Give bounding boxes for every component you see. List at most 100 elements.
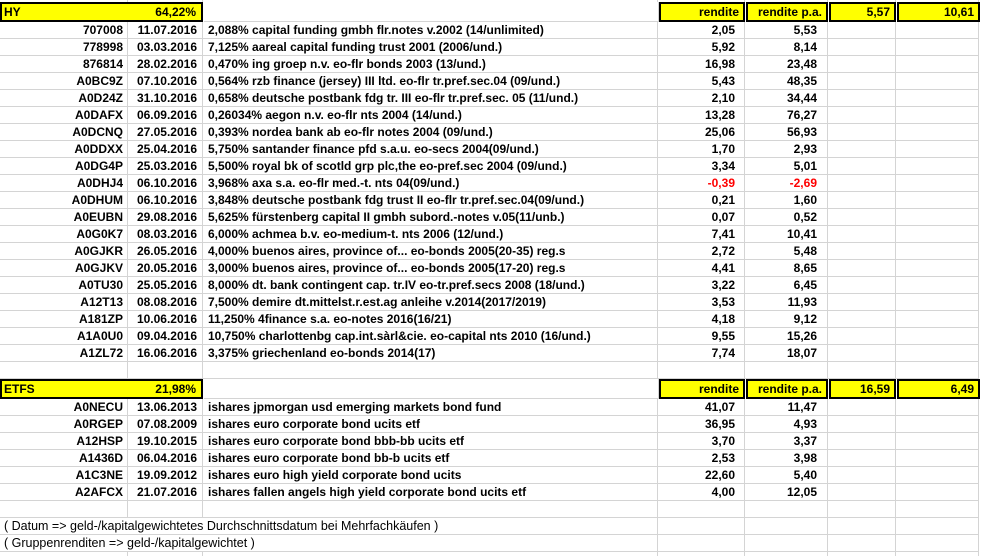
rendite-pa-cell[interactable]: 10,41: [745, 226, 828, 243]
empty-cell[interactable]: [828, 345, 896, 362]
empty-cell[interactable]: [896, 311, 979, 328]
security-name-cell[interactable]: ishares fallen angels high yield corpora…: [203, 484, 658, 501]
date-cell[interactable]: 06.04.2016: [128, 450, 203, 467]
empty-cell[interactable]: [828, 518, 896, 535]
date-cell[interactable]: 25.03.2016: [128, 158, 203, 175]
date-cell[interactable]: 07.10.2016: [128, 73, 203, 90]
wkn-cell[interactable]: A181ZP: [0, 311, 128, 328]
rendite-cell[interactable]: 41,07: [658, 399, 745, 416]
hy-total-rendite-cell[interactable]: 5,57: [829, 2, 896, 22]
rendite-pa-cell[interactable]: 76,27: [745, 107, 828, 124]
empty-cell[interactable]: [896, 141, 979, 158]
wkn-cell[interactable]: A0DAFX: [0, 107, 128, 124]
empty-cell[interactable]: [203, 362, 658, 379]
rendite-cell[interactable]: 13,28: [658, 107, 745, 124]
empty-cell[interactable]: [896, 535, 979, 552]
empty-cell[interactable]: [828, 467, 896, 484]
security-name-cell[interactable]: 3,375% griechenland eo-bonds 2014(17): [203, 345, 658, 362]
empty-cell[interactable]: [658, 518, 745, 535]
empty-cell[interactable]: [896, 433, 979, 450]
security-name-cell[interactable]: 3,000% buenos aires, province of... eo-b…: [203, 260, 658, 277]
date-cell[interactable]: 09.04.2016: [128, 328, 203, 345]
wkn-cell[interactable]: A12T13: [0, 294, 128, 311]
empty-cell[interactable]: [828, 22, 896, 39]
date-cell[interactable]: 08.03.2016: [128, 226, 203, 243]
rendite-pa-cell[interactable]: 6,45: [745, 277, 828, 294]
empty-cell[interactable]: [828, 535, 896, 552]
rendite-cell[interactable]: 2,53: [658, 450, 745, 467]
empty-cell[interactable]: [828, 328, 896, 345]
empty-cell[interactable]: [896, 260, 979, 277]
rendite-pa-cell[interactable]: 15,26: [745, 328, 828, 345]
rendite-pa-cell[interactable]: 1,60: [745, 192, 828, 209]
security-name-cell[interactable]: 0,393% nordea bank ab eo-flr notes 2004 …: [203, 124, 658, 141]
empty-cell[interactable]: [828, 56, 896, 73]
date-cell[interactable]: 06.10.2016: [128, 192, 203, 209]
empty-cell[interactable]: [828, 277, 896, 294]
etfs-section-label-cell[interactable]: ETFS 21,98%: [0, 379, 203, 399]
wkn-cell[interactable]: A0RGEP: [0, 416, 128, 433]
empty-cell[interactable]: [896, 175, 979, 192]
empty-cell[interactable]: [658, 501, 745, 518]
security-name-cell[interactable]: 7,500% demire dt.mittelst.r.est.ag anlei…: [203, 294, 658, 311]
date-cell[interactable]: 16.06.2016: [128, 345, 203, 362]
rendite-cell[interactable]: 2,72: [658, 243, 745, 260]
wkn-cell[interactable]: A0GJKR: [0, 243, 128, 260]
empty-cell[interactable]: [896, 39, 979, 56]
rendite-cell[interactable]: 5,92: [658, 39, 745, 56]
security-name-cell[interactable]: 0,564% rzb finance (jersey) III ltd. eo-…: [203, 73, 658, 90]
date-cell[interactable]: 10.06.2016: [128, 311, 203, 328]
rendite-pa-cell[interactable]: 56,93: [745, 124, 828, 141]
wkn-cell[interactable]: A0GJKV: [0, 260, 128, 277]
rendite-pa-cell[interactable]: 4,93: [745, 416, 828, 433]
rendite-cell[interactable]: 1,70: [658, 141, 745, 158]
rendite-pa-cell[interactable]: 5,01: [745, 158, 828, 175]
security-name-cell[interactable]: 3,968% axa s.a. eo-flr med.-t. nts 04(09…: [203, 175, 658, 192]
wkn-cell[interactable]: 876814: [0, 56, 128, 73]
wkn-cell[interactable]: 707008: [0, 22, 128, 39]
empty-cell[interactable]: [828, 450, 896, 467]
empty-cell[interactable]: [828, 243, 896, 260]
date-cell[interactable]: 29.08.2016: [128, 209, 203, 226]
security-name-cell[interactable]: ishares euro high yield corporate bond u…: [203, 467, 658, 484]
empty-cell[interactable]: [896, 243, 979, 260]
rendite-cell[interactable]: 25,06: [658, 124, 745, 141]
empty-cell[interactable]: [896, 501, 979, 518]
hy-section-label-cell[interactable]: HY 64,22%: [0, 2, 203, 22]
empty-cell[interactable]: [896, 192, 979, 209]
wkn-cell[interactable]: A0DCNQ: [0, 124, 128, 141]
wkn-cell[interactable]: A12HSP: [0, 433, 128, 450]
wkn-cell[interactable]: A1C3NE: [0, 467, 128, 484]
rendite-pa-cell[interactable]: 34,44: [745, 90, 828, 107]
wkn-cell[interactable]: A0TU30: [0, 277, 128, 294]
rendite-cell[interactable]: 5,43: [658, 73, 745, 90]
wkn-cell[interactable]: A0DHUM: [0, 192, 128, 209]
empty-cell[interactable]: [828, 175, 896, 192]
date-cell[interactable]: 26.05.2016: [128, 243, 203, 260]
security-name-cell[interactable]: 5,750% santander finance pfd s.a.u. eo-s…: [203, 141, 658, 158]
rendite-pa-cell[interactable]: 48,35: [745, 73, 828, 90]
rendite-cell[interactable]: 2,05: [658, 22, 745, 39]
rendite-cell[interactable]: 4,00: [658, 484, 745, 501]
security-name-cell[interactable]: 11,250% 4finance s.a. eo-notes 2016(16/2…: [203, 311, 658, 328]
wkn-cell[interactable]: A0BC9Z: [0, 73, 128, 90]
empty-cell[interactable]: [745, 518, 828, 535]
rendite-pa-cell[interactable]: 11,47: [745, 399, 828, 416]
rendite-pa-cell[interactable]: -2,69: [745, 175, 828, 192]
date-cell[interactable]: 08.08.2016: [128, 294, 203, 311]
rendite-cell[interactable]: 16,98: [658, 56, 745, 73]
wkn-cell[interactable]: A2AFCX: [0, 484, 128, 501]
hy-rendite-pa-header-cell[interactable]: rendite p.a.: [746, 2, 828, 22]
rendite-pa-cell[interactable]: 18,07: [745, 345, 828, 362]
date-cell[interactable]: 19.10.2015: [128, 433, 203, 450]
empty-cell[interactable]: [0, 362, 128, 379]
etfs-total-rendite-cell[interactable]: 16,59: [829, 379, 896, 399]
date-cell[interactable]: 25.04.2016: [128, 141, 203, 158]
security-name-cell[interactable]: 2,088% capital funding gmbh flr.notes v.…: [203, 22, 658, 39]
empty-cell[interactable]: [896, 416, 979, 433]
empty-cell[interactable]: [828, 311, 896, 328]
empty-cell[interactable]: [828, 362, 896, 379]
rendite-cell[interactable]: 4,41: [658, 260, 745, 277]
empty-cell[interactable]: [896, 73, 979, 90]
rendite-pa-cell[interactable]: 8,14: [745, 39, 828, 56]
